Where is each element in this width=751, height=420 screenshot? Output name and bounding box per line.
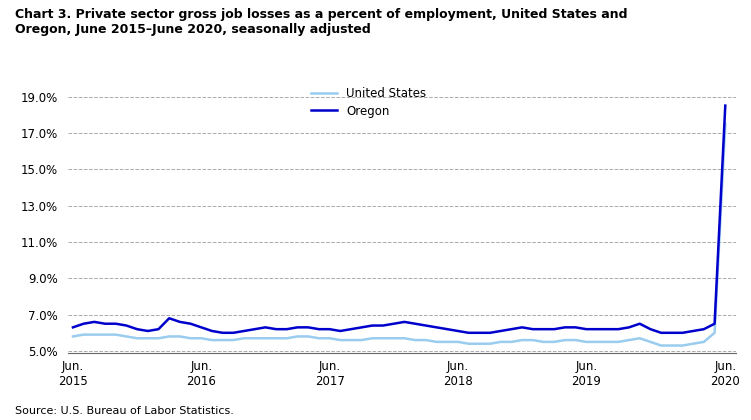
United States bbox=[240, 336, 249, 341]
United States bbox=[464, 341, 473, 346]
Oregon bbox=[400, 319, 409, 324]
Oregon bbox=[721, 103, 730, 108]
Legend: United States, Oregon: United States, Oregon bbox=[311, 87, 426, 118]
Oregon bbox=[646, 327, 655, 332]
United States bbox=[389, 336, 398, 341]
Text: Source: U.S. Bureau of Labor Statistics.: Source: U.S. Bureau of Labor Statistics. bbox=[15, 406, 234, 416]
United States bbox=[656, 343, 665, 348]
United States bbox=[635, 336, 644, 341]
Oregon bbox=[68, 325, 77, 330]
United States bbox=[197, 336, 206, 341]
United States bbox=[68, 334, 77, 339]
Oregon bbox=[250, 327, 259, 332]
Oregon bbox=[218, 330, 227, 335]
Line: Oregon: Oregon bbox=[73, 105, 725, 333]
Oregon bbox=[197, 325, 206, 330]
Oregon bbox=[122, 323, 131, 328]
United States bbox=[721, 121, 730, 126]
Text: Chart 3. Private sector gross job losses as a percent of employment, United Stat: Chart 3. Private sector gross job losses… bbox=[15, 8, 628, 37]
United States bbox=[122, 334, 131, 339]
Oregon bbox=[475, 330, 484, 335]
Line: United States: United States bbox=[73, 124, 725, 346]
